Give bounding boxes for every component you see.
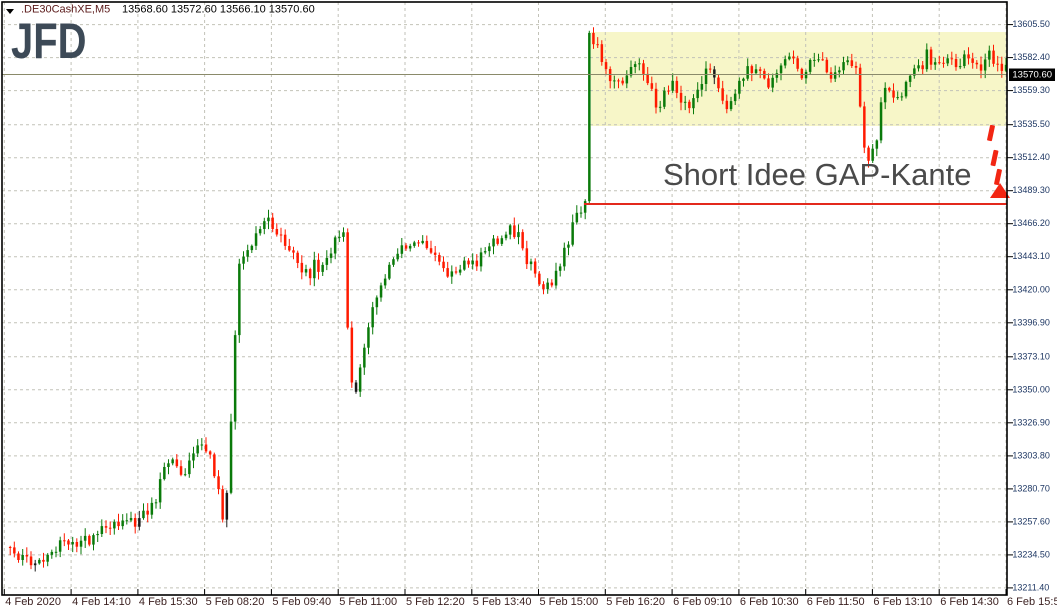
svg-text:13582.40: 13582.40 (1012, 52, 1050, 62)
svg-text:13570.60: 13570.60 (1012, 70, 1052, 81)
svg-text:13211.40: 13211.40 (1012, 582, 1049, 592)
svg-text:6 Feb 11:50: 6 Feb 11:50 (807, 596, 865, 608)
svg-text:5 Feb 08:20: 5 Feb 08:20 (206, 596, 265, 608)
svg-text:13443.10: 13443.10 (1012, 251, 1050, 261)
svg-text:4 Feb 14:10: 4 Feb 14:10 (72, 596, 131, 608)
svg-text:5 Feb 11:00: 5 Feb 11:00 (339, 596, 397, 608)
svg-text:13303.80: 13303.80 (1012, 450, 1050, 460)
svg-text:13535.50: 13535.50 (1012, 119, 1050, 129)
svg-text:13489.30: 13489.30 (1012, 185, 1050, 195)
svg-text:6 Feb 13:10: 6 Feb 13:10 (873, 596, 932, 608)
svg-text:13559.30: 13559.30 (1012, 85, 1050, 95)
svg-text:5 Feb 16:20: 5 Feb 16:20 (606, 596, 665, 608)
svg-text:13257.60: 13257.60 (1012, 516, 1050, 526)
svg-text:5 Feb 15:00: 5 Feb 15:00 (540, 596, 599, 608)
svg-text:13234.50: 13234.50 (1012, 549, 1050, 559)
svg-text:6 Feb 09:10: 6 Feb 09:10 (673, 596, 732, 608)
svg-text:13280.70: 13280.70 (1012, 483, 1050, 493)
svg-text:4 Feb 15:30: 4 Feb 15:30 (139, 596, 198, 608)
svg-text:13350.00: 13350.00 (1012, 384, 1050, 394)
svg-text:13326.90: 13326.90 (1012, 417, 1050, 427)
svg-text:13466.20: 13466.20 (1012, 218, 1050, 228)
svg-text:5 Feb 12:20: 5 Feb 12:20 (406, 596, 465, 608)
svg-text:5 Feb 09:40: 5 Feb 09:40 (272, 596, 331, 608)
svg-text:JFD: JFD (11, 13, 87, 69)
svg-text:13512.40: 13512.40 (1012, 152, 1050, 162)
svg-text:6 Feb 15:50: 6 Feb 15:50 (1007, 596, 1057, 608)
svg-text:5 Feb 13:40: 5 Feb 13:40 (473, 596, 532, 608)
svg-text:13420.00: 13420.00 (1012, 284, 1050, 294)
svg-text:4 Feb 2020: 4 Feb 2020 (5, 596, 61, 608)
svg-text:6 Feb 10:30: 6 Feb 10:30 (740, 596, 799, 608)
svg-text:13396.90: 13396.90 (1012, 317, 1050, 327)
svg-text:Short Idee GAP-Kante: Short Idee GAP-Kante (663, 157, 971, 192)
svg-text:13373.10: 13373.10 (1012, 351, 1050, 361)
svg-text:13605.50: 13605.50 (1012, 19, 1050, 29)
svg-text:13568.60 13572.60 13566.10 135: 13568.60 13572.60 13566.10 13570.60 (122, 4, 315, 16)
svg-text:6 Feb 14:30: 6 Feb 14:30 (940, 596, 999, 608)
